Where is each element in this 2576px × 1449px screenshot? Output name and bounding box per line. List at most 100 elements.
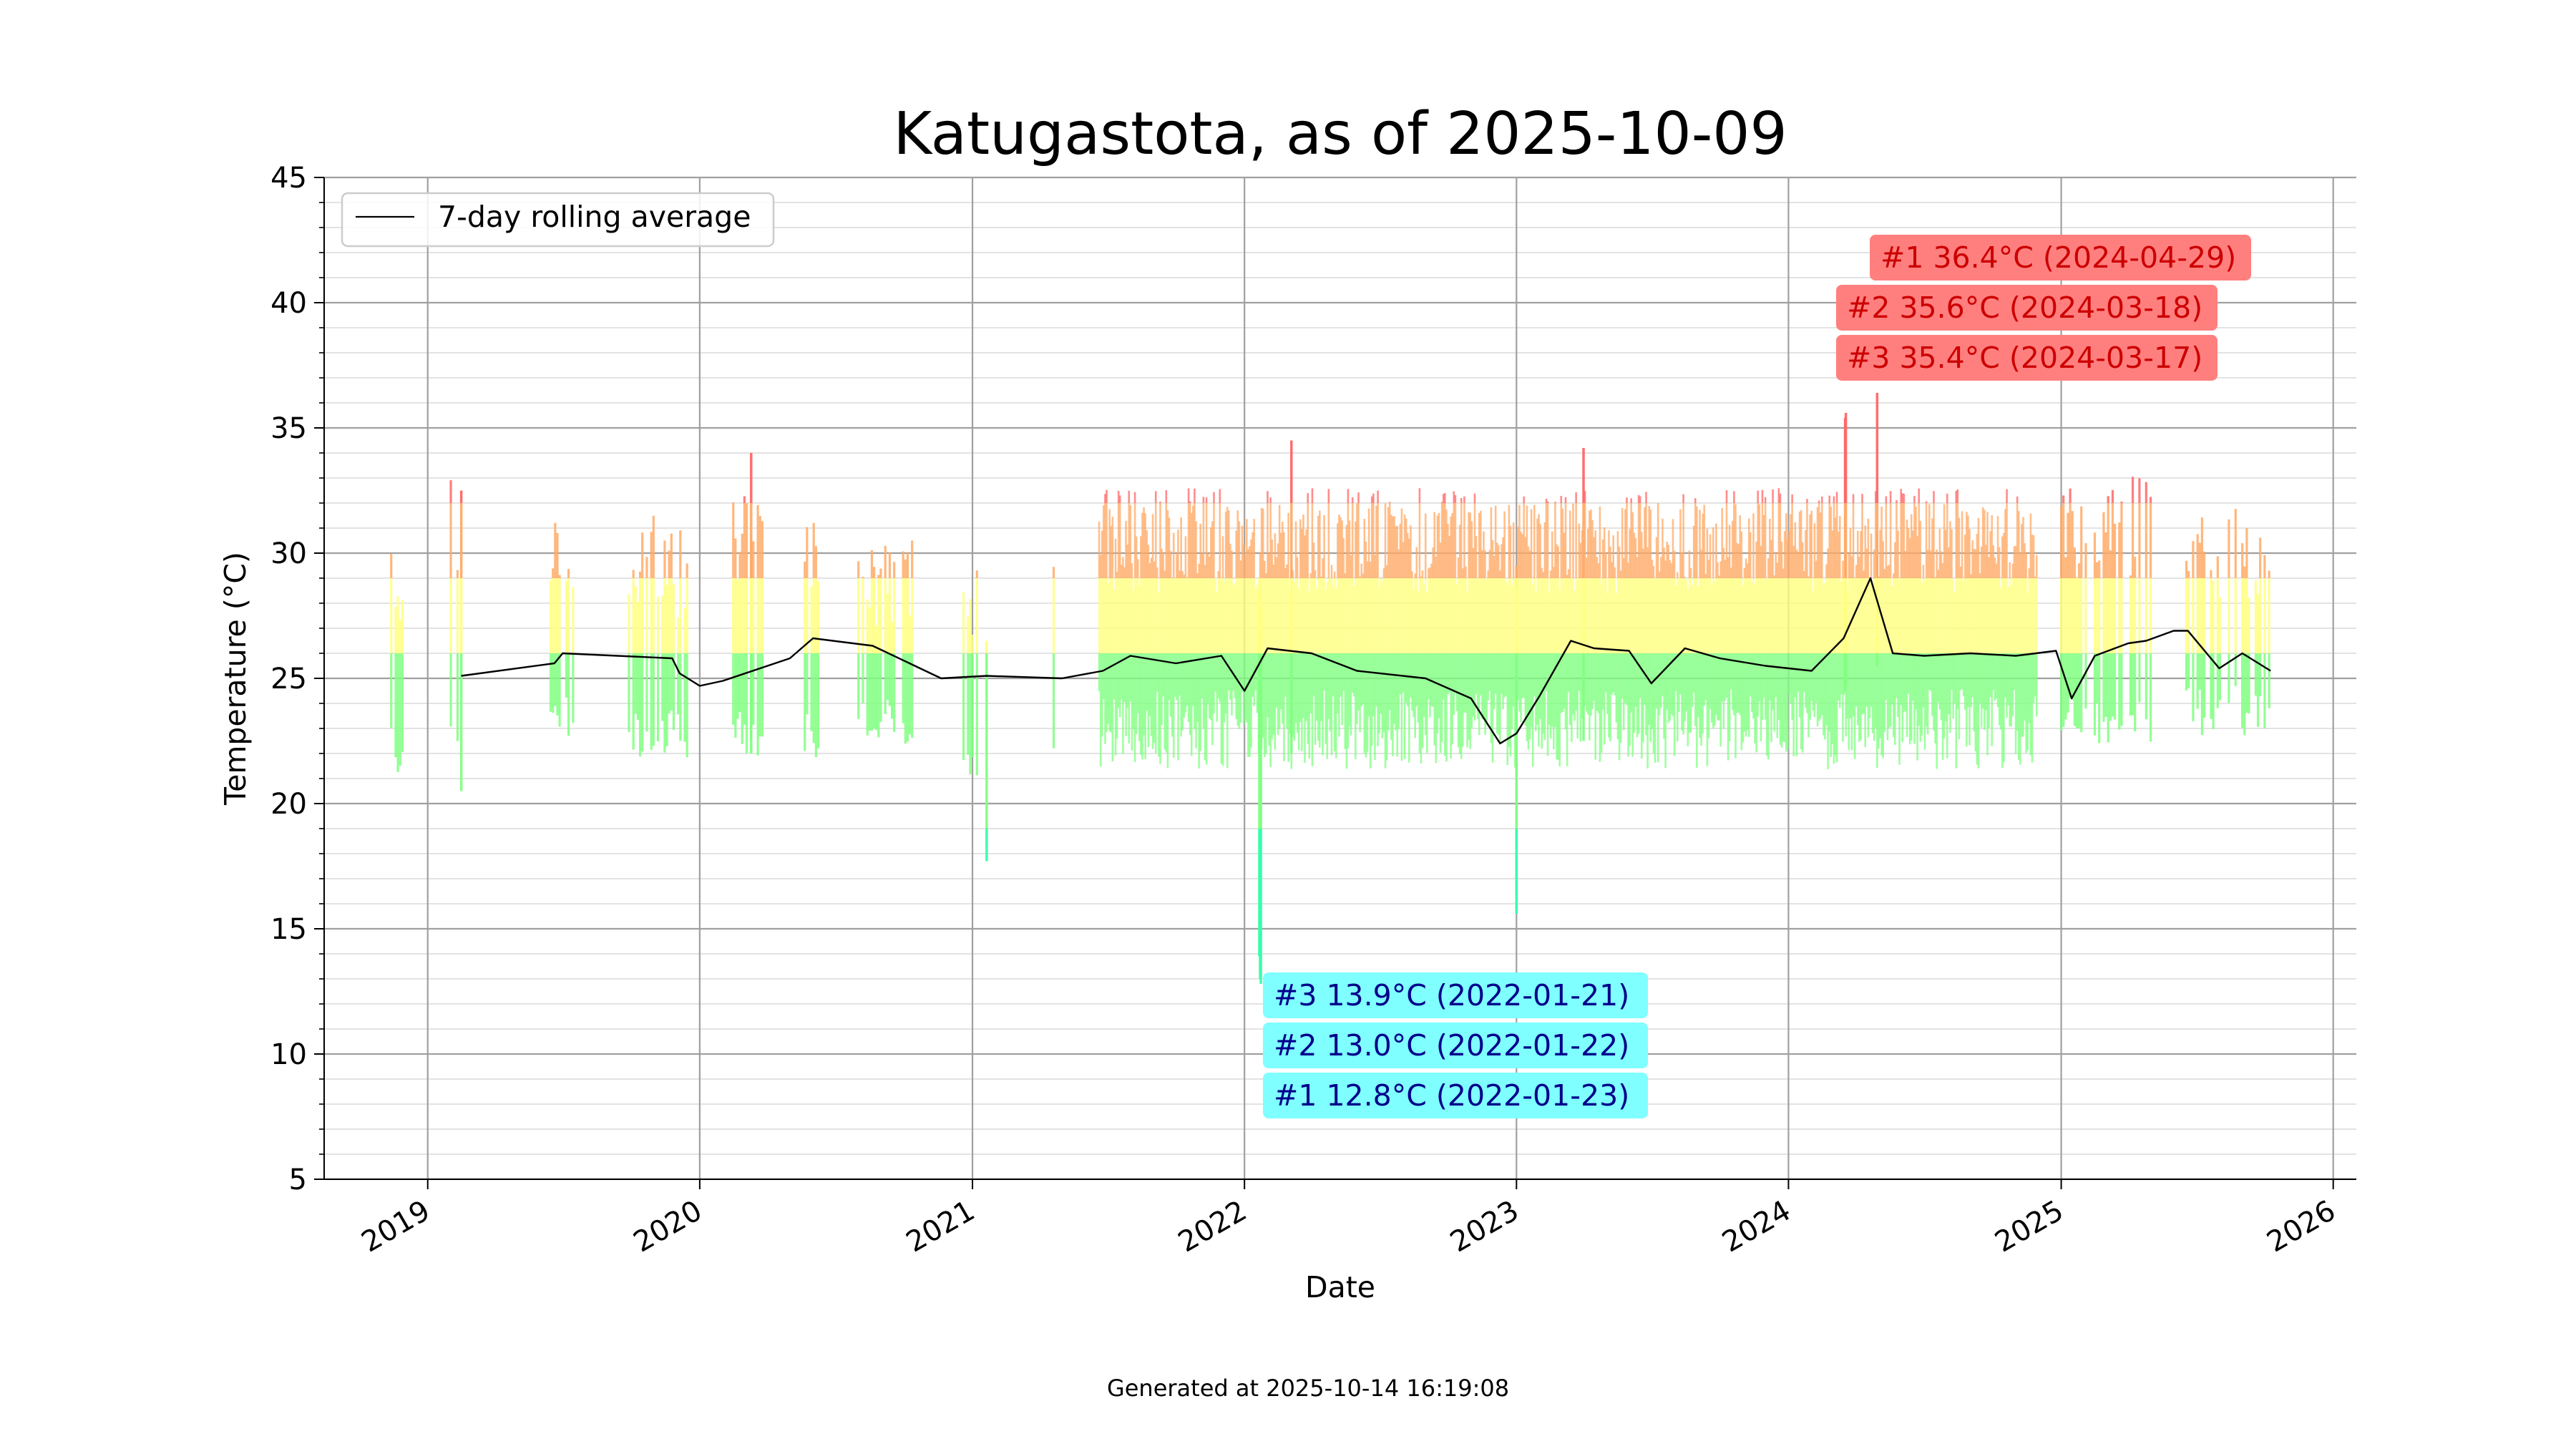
daily-range-bar: [1618, 578, 1621, 653]
daily-range-bar: [1181, 653, 1184, 731]
daily-range-bar: [1868, 578, 1871, 653]
daily-range-bar: [1153, 578, 1156, 653]
daily-range-bar: [2019, 578, 2021, 653]
daily-range-bar: [1393, 516, 1395, 578]
daily-range-bar: [1126, 653, 1128, 708]
daily-range-bar: [1463, 578, 1465, 653]
daily-range-bar: [1925, 503, 1928, 578]
daily-range-bar: [1746, 578, 1749, 653]
daily-range-bar: [1177, 653, 1179, 761]
daily-range-bar: [1853, 577, 1856, 578]
daily-range-bar: [1779, 578, 1782, 653]
daily-range-bar: [2200, 578, 2204, 653]
daily-range-bar: [1241, 525, 1244, 578]
daily-range-bar: [1179, 578, 1181, 653]
daily-range-bar: [1314, 570, 1317, 578]
daily-range-bar: [1206, 578, 1209, 653]
daily-range-bar: [1517, 578, 1519, 653]
daily-range-bar: [1543, 653, 1546, 741]
daily-range-bar: [1439, 578, 1442, 653]
daily-range-bar: [1874, 653, 1877, 728]
daily-range-bar: [1333, 578, 1336, 653]
hot-annotation-box-1: [1870, 235, 2251, 280]
daily-range-bar: [2067, 653, 2069, 713]
daily-range-bar: [1219, 489, 1221, 503]
daily-range-bar: [2131, 503, 2135, 578]
daily-range-bar: [1181, 578, 1184, 653]
daily-range-bar: [2034, 653, 2036, 697]
daily-range-bar: [1867, 578, 1870, 653]
daily-range-bar: [1104, 653, 1106, 744]
daily-range-bar: [1444, 503, 1446, 578]
daily-range-bar: [732, 653, 735, 725]
daily-range-bar: [1933, 578, 1935, 653]
daily-range-bar: [390, 653, 393, 728]
daily-range-bar: [1224, 578, 1227, 653]
legend-frame: [341, 192, 775, 248]
daily-range-bar: [1842, 578, 1844, 653]
daily-range-bar: [1818, 503, 1820, 578]
daily-range-bar: [1158, 653, 1160, 757]
daily-range-bar: [1883, 578, 1886, 653]
daily-range-bar: [1267, 578, 1269, 653]
daily-range-bar: [1633, 532, 1636, 578]
daily-range-bar: [1176, 554, 1178, 578]
daily-range-bar: [1312, 653, 1315, 696]
daily-range-bar: [1890, 586, 1893, 653]
daily-range-bar: [1228, 578, 1230, 653]
daily-range-bar: [1426, 653, 1428, 753]
daily-range-bar: [1563, 578, 1566, 653]
daily-range-bar: [1718, 575, 1720, 578]
daily-range-bar: [1290, 578, 1293, 653]
daily-range-bar: [1795, 653, 1798, 756]
daily-range-bar: [1737, 544, 1740, 578]
daily-range-bar: [2035, 555, 2038, 578]
daily-range-bar: [1707, 653, 1710, 738]
daily-range-bar: [1453, 653, 1455, 715]
daily-range-bar: [1320, 653, 1322, 721]
daily-range-bar: [1174, 577, 1176, 578]
daily-range-bar: [1290, 653, 1293, 753]
daily-range-bar: [1546, 653, 1549, 756]
daily-range-bar: [1571, 653, 1573, 743]
daily-range-bar: [1959, 653, 1962, 691]
daily-range-bar: [1599, 506, 1601, 578]
daily-range-bar: [1523, 578, 1526, 653]
daily-range-bar: [1307, 493, 1309, 503]
daily-range-bar: [1141, 512, 1143, 578]
daily-range-bar: [1190, 512, 1193, 578]
daily-range-bar: [902, 551, 904, 578]
daily-range-bar: [1448, 653, 1450, 693]
daily-range-bar: [1395, 578, 1397, 653]
daily-range-bar: [1702, 513, 1704, 578]
daily-range-bar: [1724, 560, 1727, 578]
daily-range-bar: [2075, 577, 2079, 578]
daily-range-bar: [1403, 578, 1406, 653]
daily-range-bar: [1387, 653, 1390, 731]
daily-range-bar: [2216, 653, 2219, 708]
daily-range-bar: [636, 653, 640, 721]
daily-range-bar: [1831, 530, 1834, 578]
daily-range-bar: [1524, 653, 1527, 726]
daily-range-bar: [1908, 578, 1911, 653]
daily-range-bar: [1292, 570, 1294, 578]
daily-range-bar: [1761, 653, 1764, 721]
daily-range-bar: [1615, 653, 1618, 723]
daily-range-bar: [1201, 578, 1204, 653]
daily-range-bar: [1338, 578, 1340, 653]
daily-range-bar: [1458, 578, 1461, 653]
daily-range-bar: [1526, 578, 1528, 653]
daily-range-bar: [1828, 503, 1831, 578]
daily-range-bar: [2212, 653, 2215, 730]
daily-range-bar: [893, 653, 896, 733]
daily-range-bar: [1561, 578, 1564, 653]
daily-range-bar: [1242, 578, 1245, 653]
daily-range-bar: [868, 653, 871, 731]
daily-range-bar: [1440, 502, 1443, 503]
daily-range-bar: [1652, 565, 1655, 578]
daily-range-bar: [1933, 653, 1935, 731]
daily-range-bar: [1485, 653, 1488, 726]
daily-range-bar: [1728, 653, 1731, 742]
daily-range-bar: [962, 592, 965, 653]
daily-range-bar: [1630, 578, 1632, 653]
